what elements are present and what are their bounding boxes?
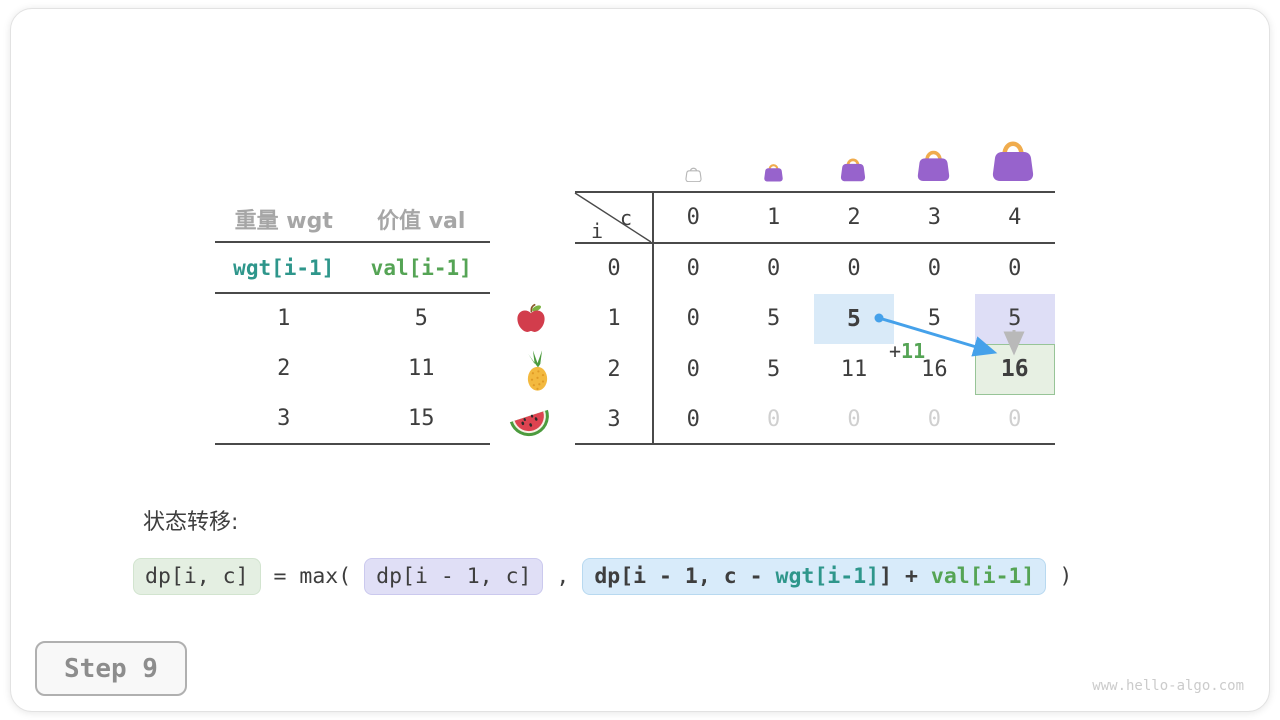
state-transition-formula: dp[i, c] = max( dp[i - 1, c] , dp[i - 1,… — [133, 558, 1072, 595]
bag-2-icon — [840, 158, 866, 182]
items-table-rule-mid — [215, 292, 490, 294]
dp-cell-3-0: 0 — [686, 407, 700, 433]
dp-table: 0 1 2 3 4 0 0 0 0 0 0 1 0 5 5 5 5 2 0 5 … — [575, 192, 1055, 445]
formula-lhs-box: dp[i, c] — [133, 558, 261, 595]
formula-arg2-part2: ] + — [879, 564, 931, 589]
watermark: www.hello-algo.com — [1092, 678, 1244, 694]
dp-cell-3-4: 0 — [1008, 407, 1022, 433]
dp-row-header-2: 2 — [607, 356, 621, 382]
items-row-1: 1 5 — [215, 293, 490, 343]
apple-icon — [517, 303, 545, 332]
items-row-3: 3 15 — [215, 393, 490, 443]
item-3-weight: 3 — [277, 405, 291, 431]
dp-cell-2-2: 11 — [840, 356, 868, 382]
dp-col-header-2: 2 — [847, 205, 861, 230]
formula-arg1-box: dp[i - 1, c] — [364, 558, 544, 595]
dp-col-header-0: 0 — [686, 205, 700, 230]
dp-cell-0-2: 0 — [847, 255, 861, 281]
dp-cell-3-3: 0 — [927, 407, 941, 433]
dp-table-rule-vertical — [652, 192, 654, 445]
dp-cell-2-4-highlight-green: 16 — [974, 344, 1055, 395]
dp-col-header-1: 1 — [766, 205, 781, 230]
dp-cell-0-4: 0 — [1008, 255, 1022, 281]
items-table-header-row: 重量 wgt 价值 val — [215, 195, 490, 242]
dp-corner-row-label: i — [591, 219, 604, 243]
dp-cell-1-1: 5 — [766, 306, 781, 332]
bag-4-icon — [992, 141, 1034, 181]
formula-arg2-val: val[i-1] — [930, 564, 1035, 589]
pineapple-icon — [527, 350, 548, 391]
plus-sign: + — [889, 339, 902, 363]
add-value-annotation: +11 — [889, 339, 925, 363]
dp-col-header-4: 4 — [1008, 205, 1022, 230]
items-header-weight: 重量 wgt — [234, 208, 333, 234]
item-1-weight: 1 — [277, 305, 291, 331]
item-2-value: 11 — [408, 355, 435, 381]
dp-cell-0-3: 0 — [927, 255, 941, 281]
item-2-weight: 2 — [277, 355, 291, 381]
dp-corner-col-label: c — [620, 206, 633, 230]
bag-1-icon — [764, 164, 783, 182]
step-badge: Step 9 — [35, 641, 187, 696]
dp-table-rule-header — [575, 242, 1055, 244]
dp-cell-1-0: 0 — [686, 306, 700, 332]
bag-3-icon — [917, 150, 950, 181]
added-value: 11 — [901, 339, 926, 363]
dp-cell-3-1: 0 — [766, 407, 781, 433]
dp-cell-2-1: 5 — [766, 356, 781, 382]
formula-arg2-part1: dp[i - 1, c - — [594, 564, 776, 589]
dp-cell-1-4-highlight-lavender: 5 — [974, 293, 1055, 344]
dp-cell-1-2-highlight-blue: 5 — [813, 293, 895, 344]
dp-table-rule-top — [575, 191, 1055, 193]
items-index-val: val[i-1] — [370, 255, 472, 280]
dp-cell-1-3: 5 — [927, 306, 941, 332]
watermelon-icon — [509, 409, 549, 437]
bag-empty-icon — [685, 167, 702, 182]
items-table-rule-bottom — [215, 443, 490, 445]
dp-table-rule-bottom — [575, 443, 1055, 445]
formula-comma: , — [543, 564, 583, 589]
formula-close-paren: ) — [1046, 564, 1073, 589]
dp-cell-2-3: 16 — [921, 356, 948, 382]
items-header-value: 价值 val — [377, 208, 466, 234]
dp-corner-cell — [575, 192, 653, 243]
formula-operator: = max( — [260, 564, 365, 589]
dp-cell-0-1: 0 — [766, 255, 781, 281]
items-table-index-row: wgt[i-1] val[i-1] — [215, 242, 490, 293]
items-index-wgt: wgt[i-1] — [233, 255, 335, 280]
dp-cell-0-0: 0 — [686, 255, 700, 281]
state-transition-label: 状态转移: — [143, 510, 239, 535]
formula-arg2-box: dp[i - 1, c - wgt[i-1]] + val[i-1] — [582, 558, 1047, 595]
dp-row-header-3: 3 — [607, 407, 621, 433]
items-row-2: 2 11 — [215, 343, 490, 393]
dp-row-header-1: 1 — [607, 306, 621, 332]
dp-cell-2-0: 0 — [686, 356, 700, 382]
dp-cell-3-2: 0 — [847, 407, 861, 433]
formula-arg2-wgt: wgt[i-1] — [775, 564, 880, 589]
items-table-rule-top — [215, 241, 490, 243]
items-table: 重量 wgt 价值 val wgt[i-1] val[i-1] 1 5 2 11… — [215, 195, 490, 443]
item-3-value: 15 — [408, 405, 435, 431]
dp-row-header-0: 0 — [607, 255, 621, 281]
item-1-value: 5 — [414, 305, 428, 331]
dp-col-header-3: 3 — [927, 205, 941, 230]
